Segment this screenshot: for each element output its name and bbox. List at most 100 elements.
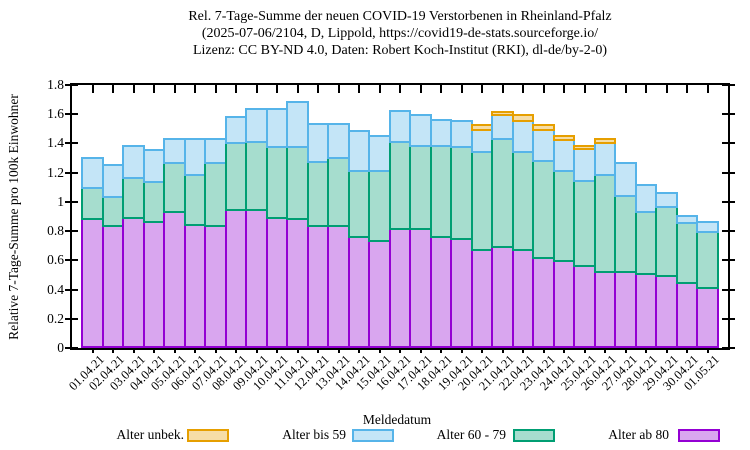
x-tick: [645, 85, 647, 93]
bar-segment: [470, 128, 494, 153]
y-tick: [65, 288, 78, 291]
x-tick: [706, 85, 709, 93]
y-tick-label: 0.8: [47, 223, 64, 239]
bar-segment: [183, 223, 207, 348]
x-tick: [706, 348, 709, 353]
x-tick: [481, 348, 483, 353]
bar-segment: [429, 235, 453, 348]
x-tick: [624, 348, 627, 353]
x-tick: [419, 348, 422, 353]
bar-segment: [614, 270, 637, 348]
bar-segment: [614, 162, 637, 197]
legend-swatch-alter-ab-80: [678, 429, 720, 442]
y-tick: [722, 142, 735, 145]
x-tick: [686, 348, 688, 353]
chart-title: Rel. 7-Tage-Summe der neuen COVID-19 Ver…: [25, 8, 750, 59]
x-tick: [542, 85, 545, 93]
y-tick: [65, 317, 78, 320]
bar-segment: [163, 210, 186, 348]
x-tick: [112, 348, 114, 353]
y-tick: [722, 288, 735, 291]
bar-segment: [306, 161, 330, 228]
bar-segment: [511, 150, 535, 251]
y-tick-label: 0: [57, 340, 64, 355]
bar-segment: [552, 169, 576, 263]
bar-segment: [327, 225, 350, 348]
bar-segment: [470, 150, 494, 251]
x-tick: [358, 85, 360, 93]
x-tick: [235, 348, 237, 353]
x-tick: [440, 85, 442, 93]
bar-segment: [327, 156, 350, 228]
x-tick: [501, 348, 504, 353]
bar-segment: [409, 114, 432, 147]
bar-segment: [409, 228, 432, 348]
bar-segment: [491, 137, 514, 248]
y-tick: [65, 347, 78, 349]
y-tick-label: 1.2: [47, 164, 64, 180]
y-tick-label: 1: [57, 193, 64, 209]
bar-segment: [368, 169, 391, 242]
x-tick: [399, 348, 401, 353]
bar-segment: [593, 137, 617, 144]
bar-segment: [450, 146, 473, 241]
x-tick: [378, 348, 381, 353]
bar-segment: [491, 111, 514, 117]
x-tick: [542, 348, 545, 353]
x-tick: [419, 85, 422, 93]
bar-segment: [429, 118, 453, 147]
bar-segment: [552, 134, 576, 142]
bar-segment: [368, 239, 391, 348]
bar-segment: [286, 146, 309, 220]
chart-title-line1: Rel. 7-Tage-Summe der neuen COVID-19 Ver…: [188, 9, 612, 24]
y-tick: [722, 84, 735, 86]
x-tick: [337, 348, 340, 353]
bar-segment: [634, 273, 658, 348]
bar-segment: [224, 209, 248, 348]
x-tick: [91, 85, 94, 93]
y-tick-label: 0.4: [47, 281, 64, 297]
bar-segment: [614, 194, 637, 273]
x-tick: [624, 85, 627, 93]
bar-segment: [675, 222, 699, 285]
x-tick: [91, 348, 94, 353]
bar-segment: [122, 177, 145, 219]
bar-segment: [245, 108, 268, 143]
bar-segment: [204, 225, 227, 348]
bar-segment: [101, 163, 125, 199]
x-tick: [440, 348, 442, 353]
plot-area: [72, 85, 728, 348]
bar-segment: [573, 144, 596, 150]
y-tick: [65, 259, 78, 262]
bar-segment: [286, 217, 309, 348]
bar-segment: [286, 101, 309, 149]
bar-segment: [101, 196, 125, 228]
bar-segment: [675, 282, 699, 348]
bar-segment: [634, 184, 658, 213]
legend-label-alter-bis-59: Alter bis 59: [282, 427, 346, 442]
x-tick: [173, 348, 176, 353]
y-tick: [722, 171, 735, 174]
x-tick: [583, 348, 586, 353]
x-tick: [194, 348, 196, 353]
legend-label-alter-ab-80: Alter ab 80: [608, 427, 669, 442]
bar-segment: [511, 120, 535, 153]
bar-segment: [634, 210, 658, 276]
bar-segment: [470, 124, 494, 131]
x-tick: [563, 85, 565, 93]
x-tick: [460, 348, 463, 353]
x-tick: [645, 348, 647, 353]
y-tick: [722, 200, 735, 203]
y-tick-label: 1.6: [47, 106, 64, 122]
bar-segment: [532, 128, 555, 162]
bar-segment: [593, 142, 617, 177]
bar-segment: [204, 137, 227, 165]
bar-segment: [327, 123, 350, 159]
bar-segment: [593, 270, 617, 348]
bar-segment: [388, 109, 412, 143]
bar-segment: [204, 162, 227, 228]
bar-segment: [696, 231, 719, 289]
x-tick: [214, 85, 217, 93]
bar-segment: [450, 238, 473, 348]
